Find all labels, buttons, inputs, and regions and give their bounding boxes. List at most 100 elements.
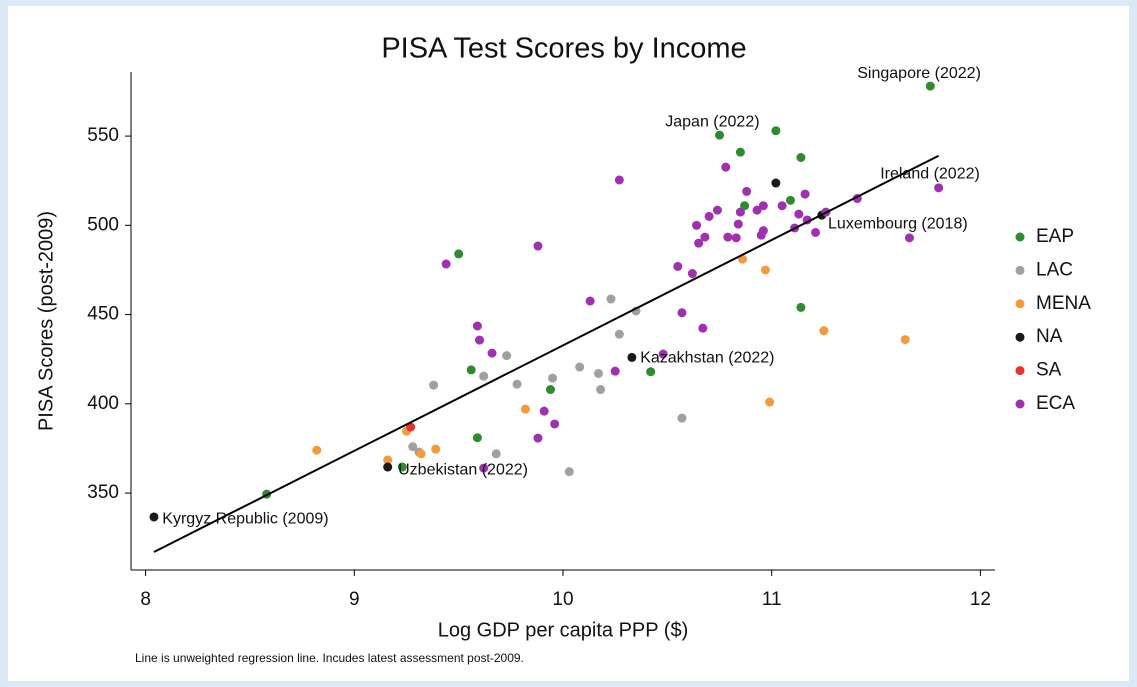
point (610, 366, 620, 376)
point (472, 321, 482, 331)
point (533, 241, 543, 251)
point (593, 368, 603, 378)
fit-line (153, 154, 940, 553)
point (466, 365, 476, 375)
point (627, 352, 637, 362)
point (545, 385, 555, 395)
point (673, 261, 683, 271)
point (406, 422, 416, 432)
point (904, 233, 914, 243)
point (454, 249, 464, 259)
point (735, 147, 745, 157)
point (479, 371, 489, 381)
point (723, 232, 733, 242)
point (765, 397, 775, 407)
point (596, 385, 606, 395)
point (149, 512, 159, 522)
point (796, 302, 806, 312)
point (431, 444, 441, 454)
legend-marker (1015, 232, 1025, 242)
point (397, 462, 407, 472)
point (614, 329, 624, 339)
point (585, 296, 595, 306)
point (733, 219, 743, 229)
legend-label: MENA (1036, 293, 1091, 314)
point (472, 433, 482, 443)
y-tick-label: 350 (87, 482, 119, 503)
point (925, 81, 935, 91)
point (758, 201, 768, 211)
point (539, 406, 549, 416)
point (934, 183, 944, 193)
point (771, 126, 781, 136)
point (677, 308, 687, 318)
point (712, 205, 722, 215)
point (742, 186, 752, 196)
annotation: Japan (2022) (665, 113, 759, 130)
y-tick-label: 450 (87, 304, 119, 325)
point (491, 449, 501, 459)
point (760, 265, 770, 275)
point (475, 335, 485, 345)
chart-title: PISA Test Scores by Income (381, 33, 746, 65)
point (383, 455, 393, 465)
point (646, 367, 656, 377)
point (756, 230, 766, 240)
point (735, 207, 745, 217)
point (479, 463, 489, 473)
point (512, 379, 522, 389)
point (819, 326, 829, 336)
legend-marker (1015, 366, 1025, 376)
point (312, 445, 322, 455)
legend-label: SA (1036, 360, 1062, 381)
y-tick-label: 400 (87, 393, 119, 414)
point (800, 189, 810, 199)
point (692, 220, 702, 230)
point (550, 419, 560, 429)
point (606, 294, 616, 304)
point (687, 269, 697, 279)
point (658, 349, 668, 359)
legend-label: NA (1036, 326, 1063, 347)
point (564, 467, 574, 477)
point (408, 442, 418, 452)
x-tick-label: 10 (552, 589, 573, 610)
point (502, 351, 512, 361)
point (794, 209, 804, 219)
point (731, 233, 741, 243)
x-tick-label: 9 (349, 589, 360, 610)
point (441, 259, 451, 269)
legend-marker (1015, 299, 1025, 309)
legend-marker (1015, 399, 1025, 409)
point (785, 195, 795, 205)
annotation: Luxembourg (2018) (828, 215, 968, 232)
point (721, 162, 731, 172)
y-tick-label: 500 (87, 214, 119, 235)
point (752, 205, 762, 215)
point (520, 404, 530, 414)
point (715, 130, 725, 140)
point (811, 227, 821, 237)
annotation: Kyrgyz Republic (2009) (162, 510, 328, 527)
point (900, 335, 910, 345)
point (575, 362, 585, 372)
footnote: Line is unweighted regression line. Incu… (135, 651, 524, 665)
point (700, 232, 710, 242)
point (487, 348, 497, 358)
annotation: Kazakhstan (2022) (640, 349, 774, 366)
y-tick-label: 550 (87, 125, 119, 146)
point (796, 152, 806, 162)
point (614, 175, 624, 185)
legend-label: EAP (1036, 226, 1074, 247)
x-axis-label: Log GDP per capita PPP ($) (438, 619, 689, 641)
point (548, 373, 558, 383)
annotation: Singapore (2022) (857, 65, 981, 82)
point (383, 462, 393, 472)
legend-marker (1015, 332, 1025, 342)
x-tick-label: 11 (762, 589, 782, 610)
point (771, 178, 781, 188)
point (704, 211, 714, 221)
point (740, 201, 750, 211)
